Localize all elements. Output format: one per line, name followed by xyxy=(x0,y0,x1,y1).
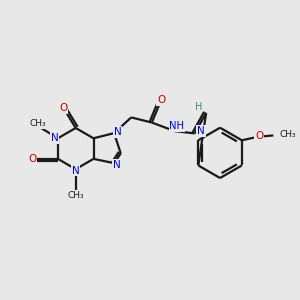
Text: O: O xyxy=(59,103,68,113)
Text: H: H xyxy=(195,101,203,112)
Text: O: O xyxy=(255,131,263,141)
Text: N: N xyxy=(197,126,205,136)
Text: NH: NH xyxy=(169,121,184,131)
Text: N: N xyxy=(51,133,58,143)
Text: O: O xyxy=(157,95,165,105)
Text: CH₃: CH₃ xyxy=(280,130,296,139)
Text: N: N xyxy=(113,160,121,170)
Text: O: O xyxy=(28,154,36,164)
Text: N: N xyxy=(114,127,122,137)
Text: N: N xyxy=(72,166,80,176)
Text: CH₃: CH₃ xyxy=(29,119,46,128)
Text: CH₃: CH₃ xyxy=(68,191,84,200)
